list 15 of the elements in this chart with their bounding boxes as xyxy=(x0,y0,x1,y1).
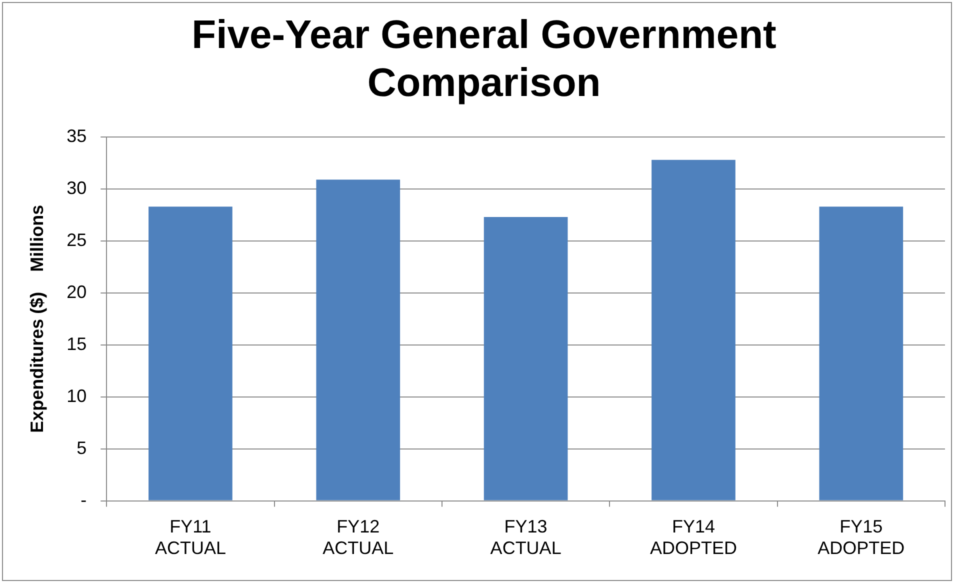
y-axis-title: Expenditures ($) Millions xyxy=(26,204,47,433)
y-tick-label: 20 xyxy=(66,282,87,302)
x-tick-label: FY12 ACTUAL xyxy=(322,516,394,558)
x-tick-label: FY15 ADOPTED xyxy=(818,516,905,558)
y-tick-label: 35 xyxy=(66,126,87,146)
y-tick-label: 25 xyxy=(66,230,87,250)
y-tick-label: - xyxy=(80,490,87,510)
y-tick-label: 30 xyxy=(66,178,87,198)
x-tick-label: FY11 ACTUAL xyxy=(154,516,226,558)
y-tick-label: 5 xyxy=(76,438,87,458)
x-tick-label: FY13 ACTUAL xyxy=(490,516,562,558)
y-tick-label: 10 xyxy=(66,386,87,406)
x-tick-label: FY14 ADOPTED xyxy=(650,516,737,558)
chart-title: Five-Year General Government Comparison xyxy=(192,13,776,106)
y-tick-label: 15 xyxy=(66,334,87,354)
